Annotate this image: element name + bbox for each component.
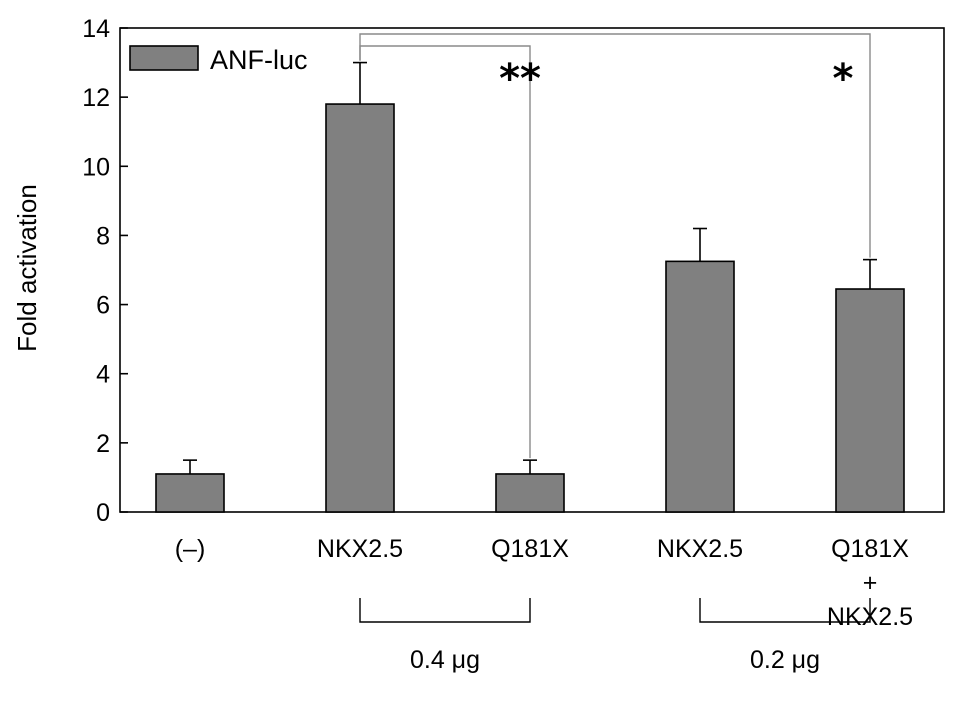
x-tick-label: +: [863, 569, 878, 597]
bar: [495, 473, 565, 513]
y-tick-label: 2: [96, 430, 110, 458]
bar: [665, 260, 735, 513]
significance-stars: *: [833, 56, 854, 102]
legend-label: ANF-luc: [210, 45, 308, 75]
x-tick-label: Q181X: [491, 535, 569, 563]
significance-stars: **: [499, 56, 541, 102]
bar: [325, 103, 395, 513]
y-axis-label: Fold activation: [12, 184, 42, 352]
dose-bracket: [699, 598, 871, 623]
y-tick-label: 8: [96, 222, 110, 250]
significance-bracket: [359, 33, 871, 258]
dose-bracket: [359, 598, 531, 623]
x-tick-label: NKX2.5: [657, 535, 743, 563]
y-tick-label: 4: [96, 361, 110, 389]
y-tick-label: 10: [82, 153, 110, 181]
bar: [835, 288, 905, 513]
bar: [155, 473, 225, 513]
dose-label: 0.4 μg: [410, 646, 480, 674]
dose-label: 0.2 μg: [750, 646, 820, 674]
x-tick-label: (–): [175, 535, 206, 563]
y-tick-label: 0: [96, 499, 110, 527]
y-tick-label: 6: [96, 292, 110, 320]
legend-swatch: [129, 45, 199, 71]
x-tick-label: Q181X: [831, 535, 909, 563]
x-tick-label: NKX2.5: [317, 535, 403, 563]
y-tick-label: 12: [82, 84, 110, 112]
y-tick-label: 14: [82, 15, 110, 43]
